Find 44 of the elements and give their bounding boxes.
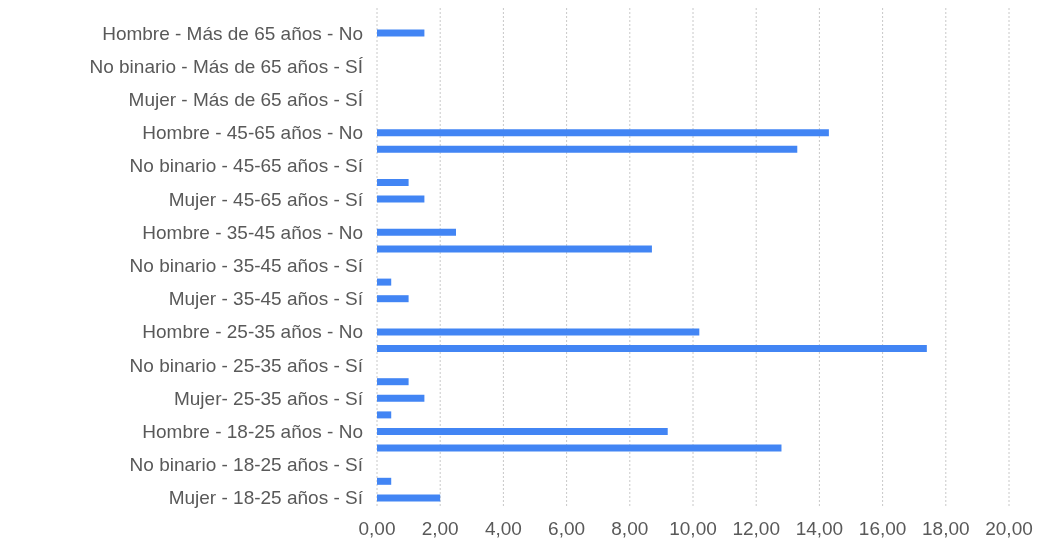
y-tick-label: Mujer - 35-45 años - Sí (168, 288, 364, 310)
y-tick-label: Mujer- 25-35 años - Sí (173, 387, 364, 409)
y-tick-label: No binario - 18-25 años - Sí (129, 454, 364, 476)
y-tick-label: No binario - 25-35 años - Sí (129, 354, 364, 376)
bar (377, 494, 441, 502)
y-tick-label: Mujer - 18-25 años - Sí (168, 487, 364, 509)
bar (377, 345, 927, 352)
bar (377, 228, 456, 236)
bar (377, 295, 409, 303)
y-tick-label: Hombre - 45-65 años - No (142, 122, 363, 144)
y-tick-label: Mujer - Más de 65 años - SÍ (128, 89, 364, 111)
y-tick-label: No binario - 45-65 años - Sí (129, 155, 364, 177)
x-tick-label: 12,00 (732, 518, 780, 539)
x-tick-label: 10,00 (669, 518, 717, 539)
x-tick-label: 6,00 (548, 518, 586, 539)
bar (377, 428, 668, 435)
y-tick-label: No binario - Más de 65 años - SÍ (89, 55, 364, 77)
x-tick-label: 16,00 (858, 518, 907, 539)
bar (377, 378, 409, 386)
bar (377, 29, 425, 37)
bar (377, 411, 392, 419)
bar (377, 129, 829, 137)
bar (377, 145, 798, 153)
bar (377, 328, 700, 336)
bar (377, 444, 782, 452)
bar (377, 477, 392, 485)
bar (377, 245, 652, 253)
y-tick-label: Hombre - 25-35 años - No (142, 321, 363, 343)
bar (377, 278, 392, 286)
x-tick-label: 0,00 (358, 518, 396, 539)
x-tick-label: 18,00 (922, 518, 970, 539)
x-tick-label: 4,00 (484, 518, 522, 539)
bar (377, 195, 425, 203)
bar (377, 179, 409, 186)
y-tick-label: Mujer - 45-65 años - Sí (168, 188, 364, 210)
y-tick-label: No binario - 35-45 años - Sí (129, 255, 364, 277)
x-tick-label: 20,00 (985, 518, 1033, 539)
y-tick-label: Hombre - 18-25 años - No (142, 421, 363, 443)
x-tick-label: 8,00 (611, 518, 649, 539)
y-tick-label: Hombre - 35-45 años - No (142, 221, 363, 243)
y-tick-label: Hombre - Más de 65 años - No (102, 22, 363, 44)
x-tick-label: 2,00 (421, 518, 459, 539)
x-tick-label: 14,00 (795, 518, 844, 539)
bar (377, 394, 425, 402)
